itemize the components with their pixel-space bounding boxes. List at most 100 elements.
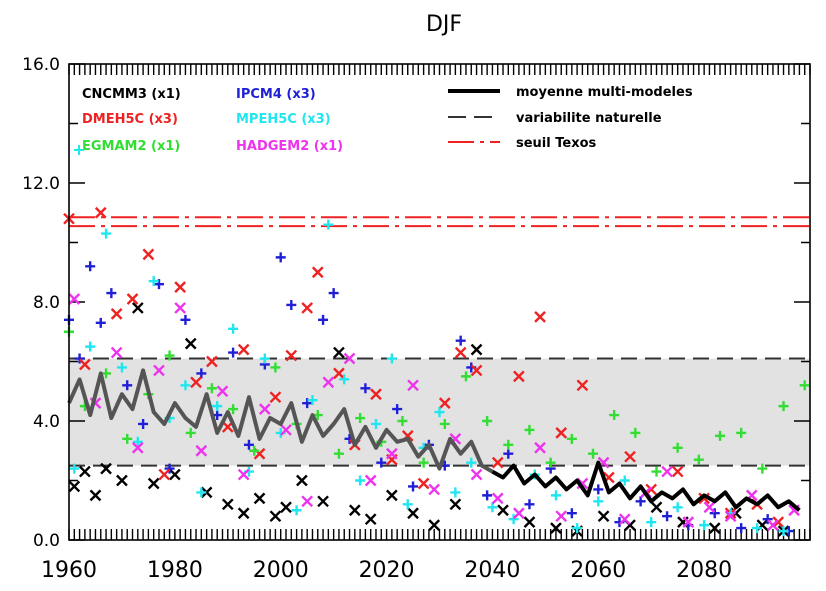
legend-model-label: HADGEM2 (x1): [236, 139, 343, 154]
data-point: [576, 379, 589, 392]
x-tick-label: 2020: [359, 558, 415, 583]
data-point: [94, 206, 107, 219]
data-point: [609, 410, 620, 421]
data-point: [545, 457, 556, 468]
data-point: [138, 418, 149, 429]
data-point: [386, 353, 397, 364]
data-point: [386, 489, 398, 502]
data-point: [503, 448, 514, 459]
y-tick-label: 12.0: [22, 174, 60, 194]
data-point: [243, 439, 254, 450]
data-point: [736, 523, 747, 534]
data-point: [466, 457, 477, 468]
data-point: [258, 403, 271, 415]
data-point: [348, 504, 361, 517]
data-point: [762, 514, 773, 525]
data-point: [550, 490, 561, 501]
x-tick-label: 2080: [676, 558, 732, 583]
mean-line-layer: [67, 368, 801, 512]
data-point: [317, 495, 329, 508]
data-point: [662, 511, 673, 522]
data-point: [122, 380, 133, 391]
data-point: [618, 513, 631, 526]
data-point: [523, 516, 536, 528]
data-point: [708, 522, 721, 534]
data-point: [555, 427, 568, 439]
data-point: [328, 288, 339, 299]
axis-labels-layer: 0.0 4.0 8.0 12.0 16.0 1960 1980 2000 2020 2040 206…: [22, 55, 732, 583]
data-point: [206, 355, 218, 368]
data-point: [286, 299, 297, 310]
data-point: [555, 510, 568, 523]
data-point: [572, 523, 583, 534]
data-point: [180, 380, 191, 391]
legend-line-label: seuil Texos: [516, 136, 597, 151]
data-point: [534, 441, 546, 454]
data-point: [449, 498, 462, 511]
data-point: [355, 475, 366, 486]
data-point: [228, 347, 239, 358]
data-point: [153, 279, 164, 290]
data-point: [417, 477, 430, 490]
data-point: [164, 350, 175, 361]
data-point: [370, 388, 382, 401]
data-point: [228, 404, 239, 415]
data-point: [339, 374, 350, 385]
data-point: [513, 370, 525, 383]
data-point: [778, 526, 789, 537]
data-point: [715, 430, 726, 441]
data-point: [142, 248, 155, 261]
data-point: [153, 364, 165, 377]
mean-line-historical: [67, 368, 494, 474]
data-point: [169, 468, 181, 481]
data-point: [196, 487, 207, 498]
plot-frame: [68, 63, 811, 541]
data-point: [291, 505, 302, 516]
data-point: [174, 281, 186, 293]
data-point: [407, 379, 419, 392]
data-point: [402, 499, 413, 510]
data-point: [323, 219, 334, 230]
data-point: [237, 507, 250, 520]
data-point: [460, 371, 471, 382]
legend-model-label: IPCM4 (x3): [236, 87, 316, 102]
data-point: [454, 346, 467, 359]
data-point: [434, 407, 445, 418]
data-point: [392, 404, 403, 415]
data-point: [253, 492, 266, 505]
data-point: [470, 468, 483, 481]
data-point: [439, 418, 450, 429]
data-point: [699, 520, 710, 531]
data-point: [799, 380, 810, 391]
data-point: [343, 352, 356, 365]
data-point: [487, 502, 498, 513]
y-tick-label: 16.0: [22, 55, 60, 75]
data-point: [106, 288, 117, 299]
legend-line-label: variabilite naturelle: [516, 111, 662, 126]
data-point: [619, 475, 630, 486]
legend-model-label: DMEH5C (x3): [82, 112, 178, 127]
data-point: [450, 487, 461, 498]
data-point: [757, 463, 768, 474]
data-point: [428, 483, 441, 496]
data-point: [126, 293, 139, 305]
data-point: [110, 308, 123, 320]
data-point: [185, 427, 196, 438]
data-point: [322, 376, 335, 389]
data-point: [280, 424, 292, 436]
data-point: [672, 502, 683, 513]
data-point: [333, 448, 344, 459]
data-point: [503, 439, 514, 450]
data-point: [550, 522, 562, 534]
data-point: [158, 468, 171, 481]
data-point: [376, 457, 387, 468]
data-point: [180, 314, 191, 325]
legend-plus-marker: [74, 145, 84, 155]
data-point: [630, 427, 641, 438]
data-point: [148, 276, 159, 287]
data-point: [296, 474, 308, 487]
data-point: [397, 416, 408, 426]
data-point: [259, 353, 270, 364]
data-point: [122, 433, 133, 444]
legend: CNCMM3 (x1) IPCM4 (x3) DMEH5C (x3) MPEH5C (…: [74, 85, 693, 155]
